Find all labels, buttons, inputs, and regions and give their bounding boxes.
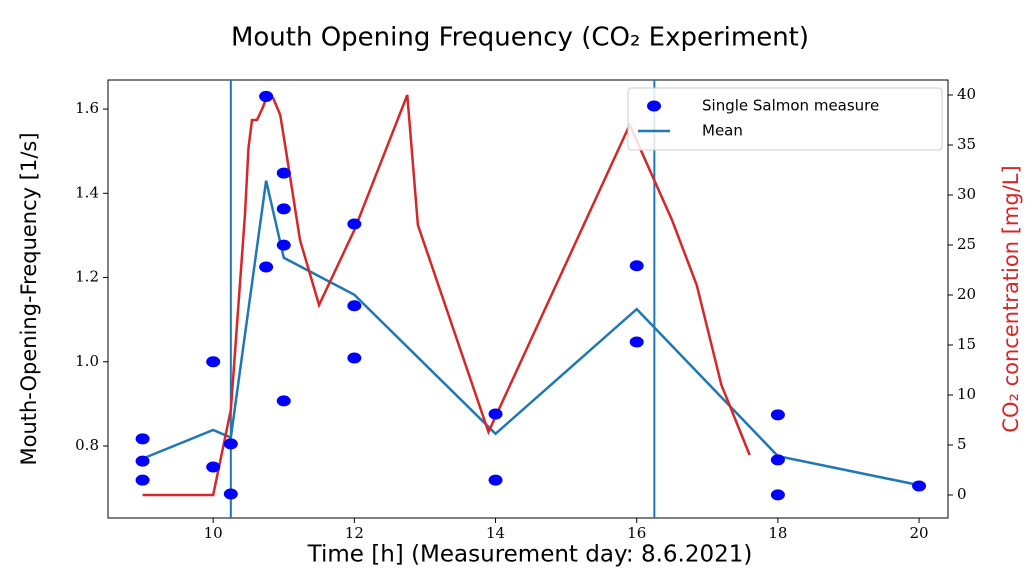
point [206,461,221,473]
point [259,90,274,102]
point [488,408,503,420]
x-tick-label: 20 [910,524,929,542]
point [347,218,362,230]
plot-frame [107,79,949,519]
point [135,455,150,467]
y2-tick-label: 0 [957,485,967,503]
point [223,488,238,500]
x-tick-label: 14 [486,524,505,542]
y2-tick-label: 25 [957,235,976,253]
legend-box [627,87,943,151]
y2-tick-label: 30 [957,185,976,203]
x-tick-label: 16 [627,524,646,542]
point [488,474,503,486]
legend-label: Mean [702,122,743,140]
point [629,336,644,348]
y2-tick-label: 15 [957,335,976,353]
point [912,480,927,492]
point [276,203,291,215]
y2-tick-label: 20 [957,285,976,303]
y2-tick-label: 5 [957,435,967,453]
y-axis-label: Mouth-Opening-Frequency [1/s] [17,132,41,465]
y-tick-label: 1.0 [75,352,99,370]
point [770,409,785,421]
y-tick-label: 0.8 [75,436,99,454]
legend-marker [647,100,661,112]
y2-axis-label: CO₂ concentration [mg/L] [999,165,1023,432]
point [135,474,150,486]
x-axis-label: Time [h] (Measurement day: 8.6.2021) [307,542,753,568]
x-tick-label: 10 [204,524,223,542]
point [770,454,785,466]
point [223,438,238,450]
point [629,260,644,272]
point [276,239,291,251]
y2-tick-label: 35 [957,135,976,153]
point [259,261,274,273]
point [206,356,221,368]
point [276,167,291,179]
x-tick-label: 18 [768,524,787,542]
line [142,93,751,497]
point [276,395,291,407]
point [135,433,150,445]
point [770,489,785,501]
point [347,352,362,364]
y-tick-label: 1.4 [75,183,99,201]
y-tick-label: 1.6 [75,99,99,117]
x-tick-label: 12 [345,524,364,542]
y-tick-label: 1.2 [75,268,99,286]
y2-tick-label: 40 [957,85,976,103]
legend-label: Single Salmon measure [702,97,879,115]
chart-title: Mouth Opening Frequency (CO₂ Experiment) [231,23,809,53]
y2-tick-label: 10 [957,385,976,403]
line [142,180,920,487]
point [347,300,362,312]
